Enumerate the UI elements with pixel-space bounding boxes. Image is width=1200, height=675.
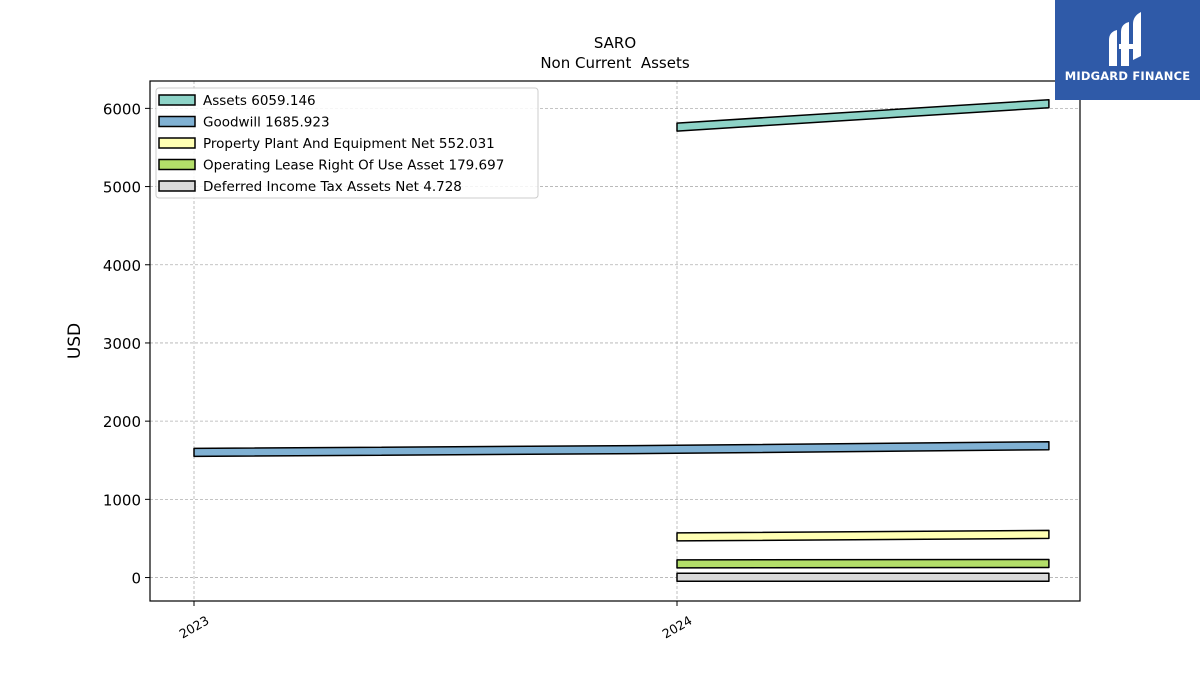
legend-swatch: [158, 158, 196, 171]
y-tick-label: 0: [131, 570, 141, 588]
logo-text: MIDGARD FINANCE: [1064, 69, 1191, 83]
legend-swatch: [158, 137, 196, 149]
series-line: [676, 98, 1050, 132]
legend-swatch: [158, 115, 196, 128]
x-tick-label: 2023: [176, 613, 211, 642]
series-line: [676, 572, 1050, 582]
series-line: [676, 558, 1050, 569]
y-tick-label: 2000: [103, 413, 141, 431]
chart-subtitle: Non Current Assets: [540, 54, 690, 72]
series-line: [193, 440, 1050, 458]
series-line: [676, 529, 1050, 542]
x-tick-label: 2024: [659, 613, 694, 642]
y-tick-label: 4000: [103, 257, 141, 275]
y-tick-label: 6000: [103, 100, 141, 118]
series-layer: [193, 98, 1050, 582]
chart-title: SARO: [594, 34, 636, 52]
y-tick-label: 1000: [103, 491, 141, 509]
legend-entry: Property Plant And Equipment Net 552.031: [203, 136, 495, 152]
legend-entry: Goodwill 1685.923: [203, 115, 330, 131]
y-axis-label: USD: [65, 323, 85, 359]
y-tick-label: 5000: [103, 179, 141, 197]
plot-frame: [149, 80, 1081, 602]
legend-swatch: [158, 94, 196, 106]
legend-swatch: [158, 180, 196, 192]
y-tick-label: 3000: [103, 335, 141, 353]
legend-entry: Deferred Income Tax Assets Net 4.728: [203, 179, 462, 195]
legend-box: [155, 87, 539, 199]
legend-entry: Assets 6059.146: [203, 93, 316, 109]
logo-mark-icon: [1109, 12, 1141, 66]
y-axis: 0 1000 2000 3000 4000 5000 6000: [103, 100, 150, 588]
legend: Assets 6059.146 Goodwill 1685.923 Property…: [155, 87, 539, 199]
legend-entry: Operating Lease Right Of Use Asset 179.6…: [203, 158, 504, 174]
x-axis: 2023 2024: [176, 601, 695, 642]
brand-logo: MIDGARD FINANCE: [1055, 0, 1200, 100]
